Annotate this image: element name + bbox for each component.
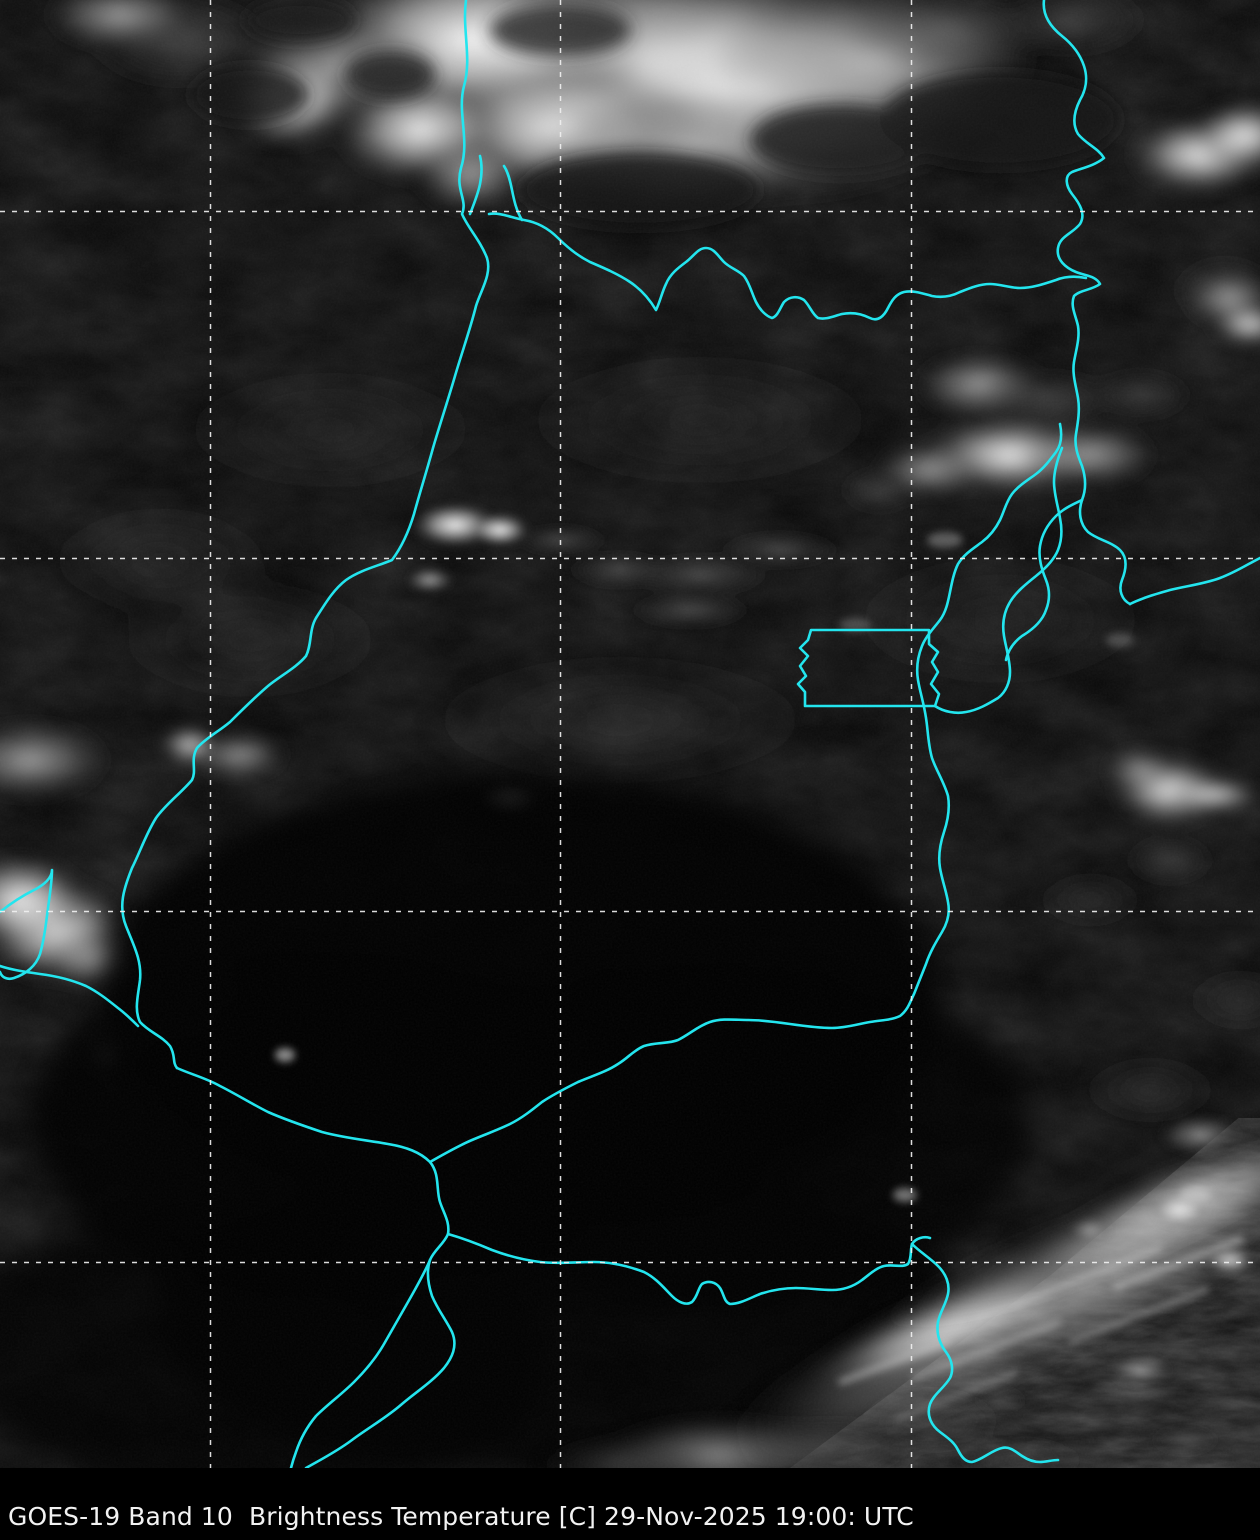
border-line-east-spur — [933, 446, 1064, 715]
border-line-tributary-b — [468, 154, 483, 216]
border-coast-far-west — [0, 964, 140, 1028]
border-line-north-interior — [487, 212, 1088, 321]
border-line-west — [120, 0, 490, 1070]
border-line-ne-inland — [1004, 498, 1084, 662]
border-state-outline — [796, 628, 941, 708]
border-line-bottom-left-river — [289, 1258, 432, 1468]
satellite-image-svg — [0, 0, 1260, 1468]
border-line-southeast — [910, 1242, 1060, 1464]
caption-label: GOES-19 Band 10 Brightness Temperature [… — [8, 1502, 914, 1531]
sensor-grain — [0, 0, 1260, 1468]
image-layers — [0, 0, 1260, 1468]
lat-lon-gridlines — [0, 0, 1260, 1468]
border-line-south — [428, 422, 1063, 1164]
border-lagoon-west — [0, 868, 54, 981]
border-line-northeast-offshoot — [1128, 556, 1260, 606]
satellite-image-canvas — [0, 0, 1260, 1468]
border-line-northeast — [1042, 0, 1132, 606]
caption-bar: GOES-19 Band 10 Brightness Temperature [… — [0, 1468, 1260, 1540]
